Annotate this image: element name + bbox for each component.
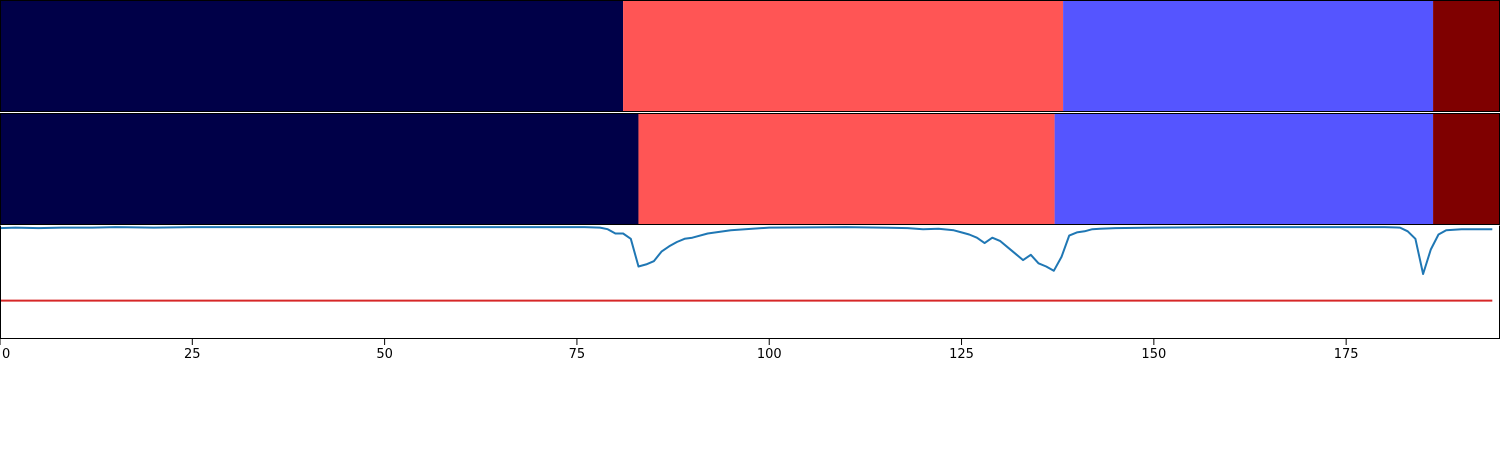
top-bar-segment-2 — [1063, 1, 1434, 111]
x-tick-label: 25 — [184, 347, 201, 362]
x-tick-label: 175 — [1334, 347, 1359, 362]
x-tick-label: 100 — [757, 347, 782, 362]
x-tick-label: 75 — [569, 347, 586, 362]
middle-bar-segment-0 — [0, 114, 639, 224]
middle-bar-segment-3 — [1433, 114, 1500, 224]
x-tick-label: 125 — [949, 347, 974, 362]
x-axis-ticks: 0 25 50 75 100 125 150 175 — [0, 339, 1359, 362]
top-bar-segment-0 — [0, 1, 624, 111]
middle-bar-segment-2 — [1054, 114, 1434, 224]
segment-bar-middle — [0, 114, 1500, 224]
x-tick-label: 0 — [2, 347, 10, 362]
x-tick-label: 150 — [1141, 347, 1166, 362]
segment-bar-top — [0, 1, 1500, 111]
line-plot-axes: 0 25 50 75 100 125 150 175 — [0, 225, 1500, 362]
x-tick-label: 50 — [376, 347, 393, 362]
top-bar-segment-1 — [623, 1, 1064, 111]
series-line-0 — [0, 226, 1493, 275]
top-bar-segment-3 — [1433, 1, 1500, 111]
middle-bar-segment-1 — [638, 114, 1055, 224]
line-series-group — [0, 226, 1493, 302]
